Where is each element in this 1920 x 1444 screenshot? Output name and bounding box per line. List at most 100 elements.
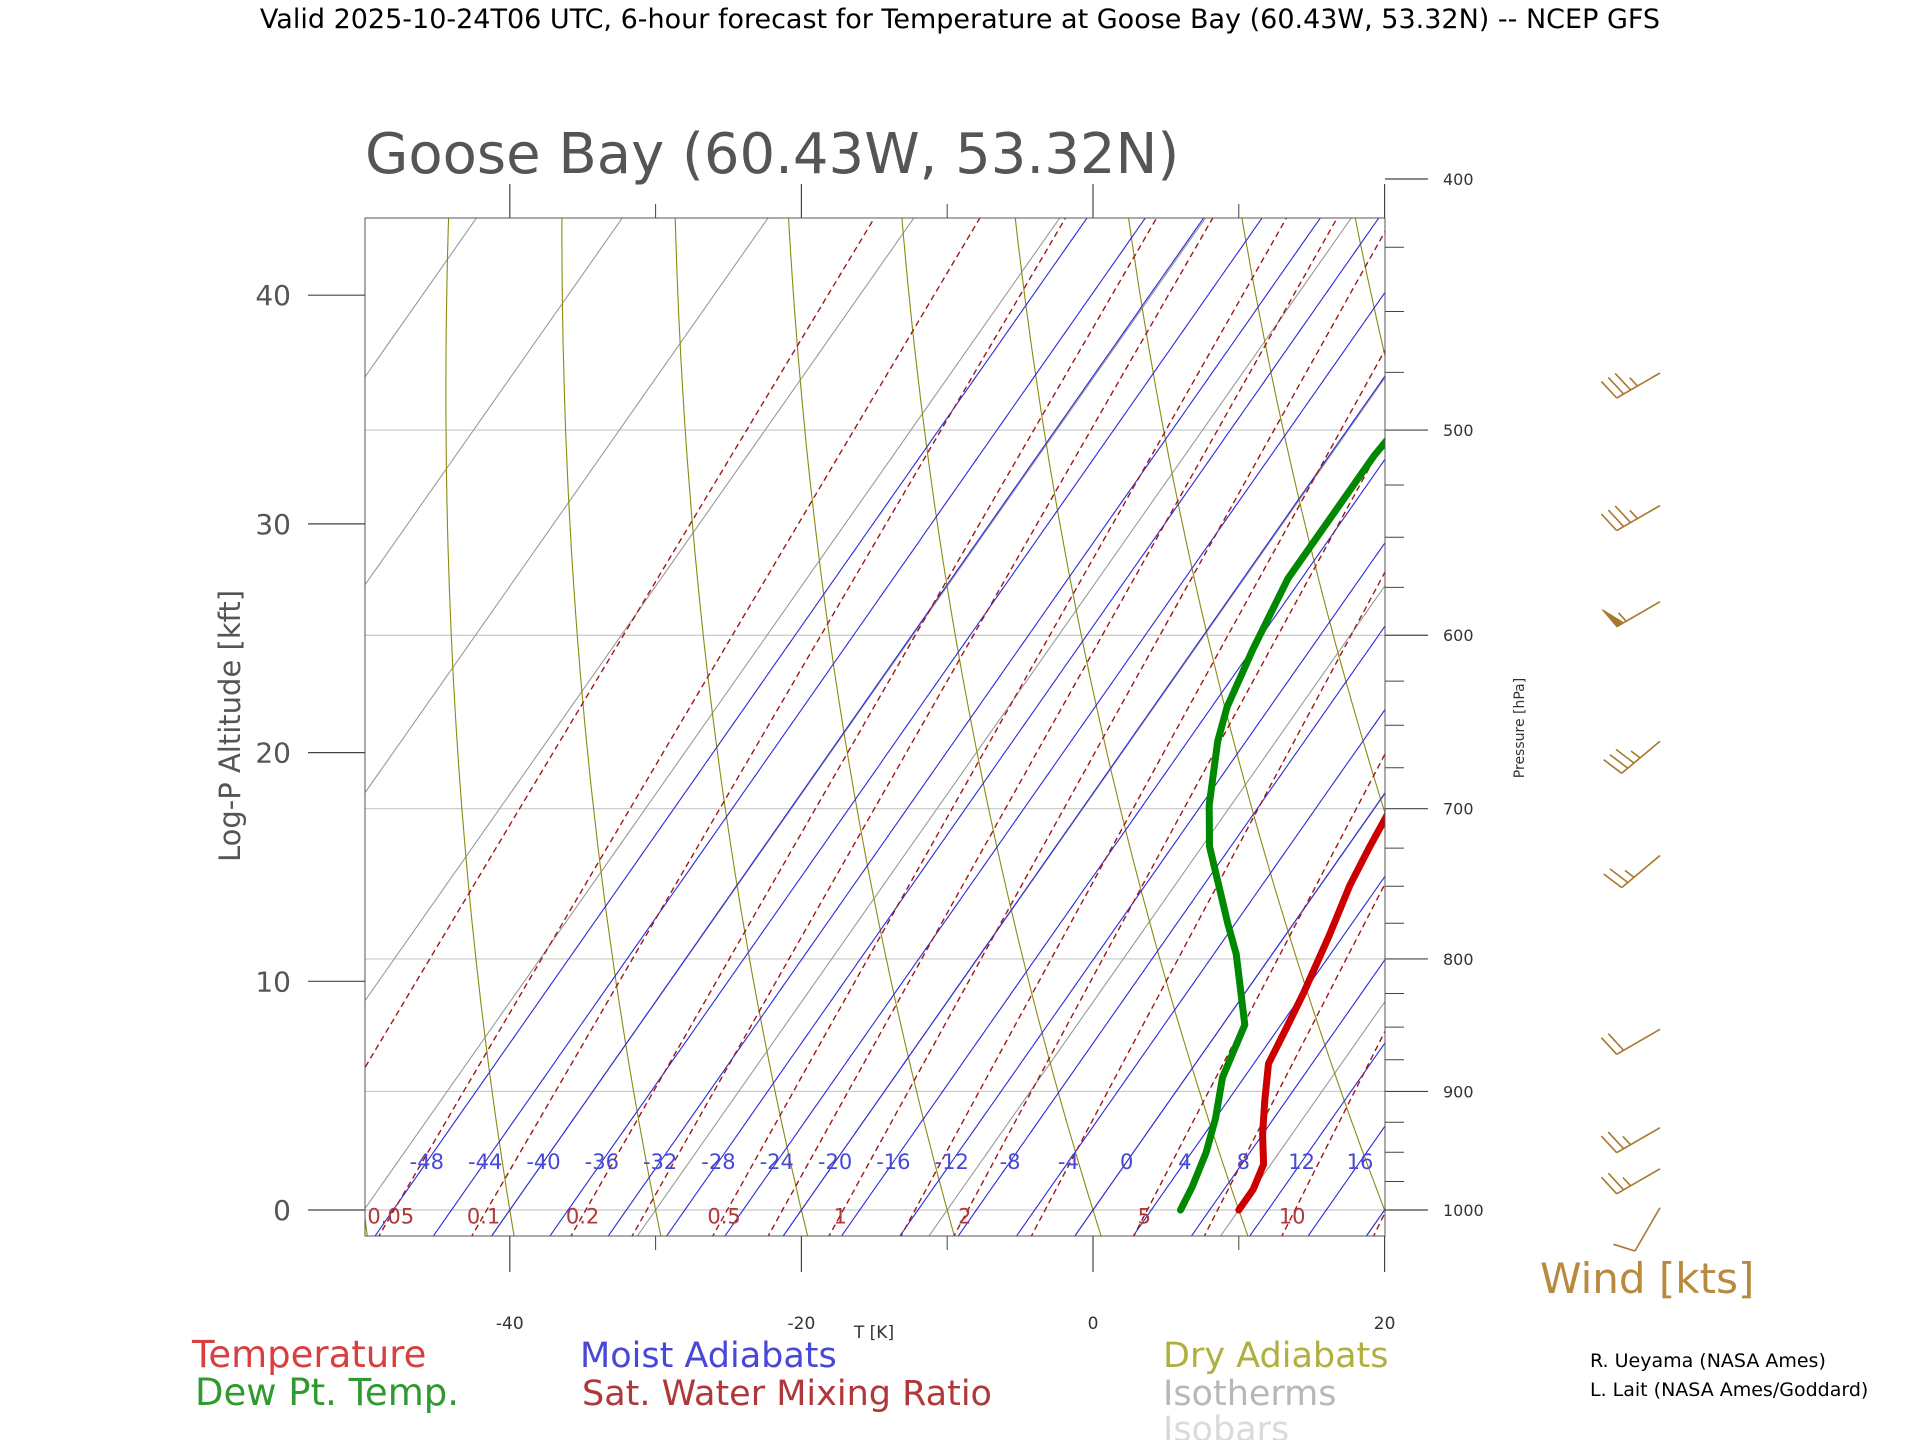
wind-barb-shaft [1635,1208,1660,1251]
pressure-tick-label: 600 [1443,626,1474,645]
x-axis-label: T [K] [853,1323,894,1343]
credit-line-2: L. Lait (NASA Ames/Goddard) [1590,1379,1868,1401]
mixing-ratio-line [1435,207,1920,1248]
moist-adiabat [1302,209,1920,1244]
pressure-tick-label: 400 [1443,170,1474,189]
wind-barbs-layer [1601,373,1660,1251]
isotherm-label: -12 [935,1150,969,1174]
moist-adiabat [952,209,1676,1244]
moist-adiabat [1186,209,1911,1244]
wind-barb [1601,1169,1660,1194]
moist-adiabat [369,209,1093,1244]
moist-adiabats-layer [369,209,1920,1244]
plot-frame [365,218,1385,1236]
mixing-ratio-line [1533,207,1920,1248]
mixing-ratio-label: 5 [1138,1205,1151,1229]
isotherm-label: -44 [468,1150,502,1174]
moist-adiabat [1244,209,1920,1244]
legend-mixing-ratio: Sat. Water Mixing Ratio [582,1374,992,1414]
wind-barb [1604,856,1660,888]
x-tick-label: 0 [1088,1314,1099,1334]
pressure-tick-label: 800 [1443,950,1474,969]
moist-adiabat [1127,209,1852,1244]
header-title: Valid 2025-10-24T06 UTC, 6-hour forecast… [260,4,1660,35]
mixing-ratio-label: 0.5 [707,1205,740,1229]
wind-barb-half [1623,1136,1631,1144]
wind-barb [1601,373,1660,398]
isotherm-label: -36 [585,1150,619,1174]
isotherm-label: -48 [410,1150,444,1174]
moist-adiabat [777,209,1501,1244]
moist-adiabat [661,209,1385,1244]
mixing-ratio-label: 0.1 [467,1205,500,1229]
mixing-ratio-label: 2 [958,1205,971,1229]
axes-layer: 010203040-40-200202003004005006007008009… [255,0,1483,1334]
x-tick-label: -20 [788,1314,816,1334]
isotherm-label: -40 [526,1150,560,1174]
y-tick-label: 20 [255,737,291,770]
pressure-axis-label: Pressure [hPa] [1512,678,1528,778]
wind-barb [1604,741,1660,773]
moist-adiabat [1011,209,1735,1244]
chart-title: Goose Bay (60.43W, 53.32N) [365,122,1179,187]
moist-adiabat [719,209,1443,1244]
y-tick-label: 40 [255,279,291,312]
isotherm-label: -28 [701,1150,735,1174]
pressure-tick-label: 1000 [1443,1201,1484,1220]
legend-dewpoint: Dew Pt. Temp. [195,1371,459,1414]
y-tick-label: 10 [255,965,291,998]
isotherm-label: -20 [818,1150,852,1174]
isotherm-label: -8 [1000,1150,1021,1174]
wind-barb [1601,506,1660,531]
wind-barb [1601,1029,1660,1054]
isotherm-label: -32 [643,1150,677,1174]
mixing-ratio-label: 10 [1279,1205,1306,1229]
dry-adiabat [325,207,369,1248]
pressure-tick-label: 500 [1443,421,1474,440]
legend-isobars: Isobars [1163,1410,1289,1440]
wind-barb-half [1623,1178,1631,1186]
isotherm-label: 16 [1347,1150,1374,1174]
wind-barb-half [1625,871,1634,878]
isotherm-line [0,207,47,1248]
isotherm-line [0,207,193,1248]
moist-adiabat [894,209,1618,1244]
mixing-ratio-label: 0.2 [566,1205,599,1229]
pressure-tick-label: 700 [1443,800,1474,819]
dry-adiabat [1805,207,1920,1248]
wind-barb [1602,602,1660,627]
isotherm-line [1504,207,1920,1248]
legend-temperature: Temperature [191,1333,426,1376]
isotherm-label: 12 [1288,1150,1315,1174]
legend-moist-adiabats: Moist Adiabats [580,1336,837,1376]
wind-barb-half [1630,378,1638,386]
moist-adiabat [544,209,1268,1244]
isotherm-label: 8 [1237,1150,1250,1174]
pressure-tick-label: 900 [1443,1082,1474,1101]
wind-barb [1613,1208,1660,1251]
wind-barb-full [1613,1244,1635,1251]
legend-dry-adiabats: Dry Adiabats [1163,1336,1389,1376]
isotherm-line [1650,207,1920,1248]
dry-adiabat [1692,207,1920,1248]
sounding-series-layer [1181,224,1920,1210]
y-axis-label: Log-P Altitude [kft] [213,590,247,862]
x-tick-label: -40 [496,1314,524,1334]
isotherm-label: -4 [1058,1150,1079,1174]
wind-barb [1601,1128,1660,1153]
legend-wind: Wind [kts] [1540,1254,1754,1303]
isotherm-line [0,207,339,1248]
mixing-ratio-label: 0.05 [367,1205,414,1229]
legend: Temperature Dew Pt. Temp. Moist Adiabats… [191,1254,1754,1440]
temperature-line [1239,224,1920,1210]
isotherm-label: 4 [1178,1150,1191,1174]
isotherm-label: 0 [1120,1150,1133,1174]
wind-barb-flag [1602,610,1623,627]
x-tick-label: 20 [1374,1314,1396,1334]
legend-isotherms: Isotherms [1163,1374,1337,1414]
isotherm-label: -24 [760,1150,794,1174]
y-tick-label: 30 [255,508,291,541]
dry-adiabat [1579,207,1920,1248]
